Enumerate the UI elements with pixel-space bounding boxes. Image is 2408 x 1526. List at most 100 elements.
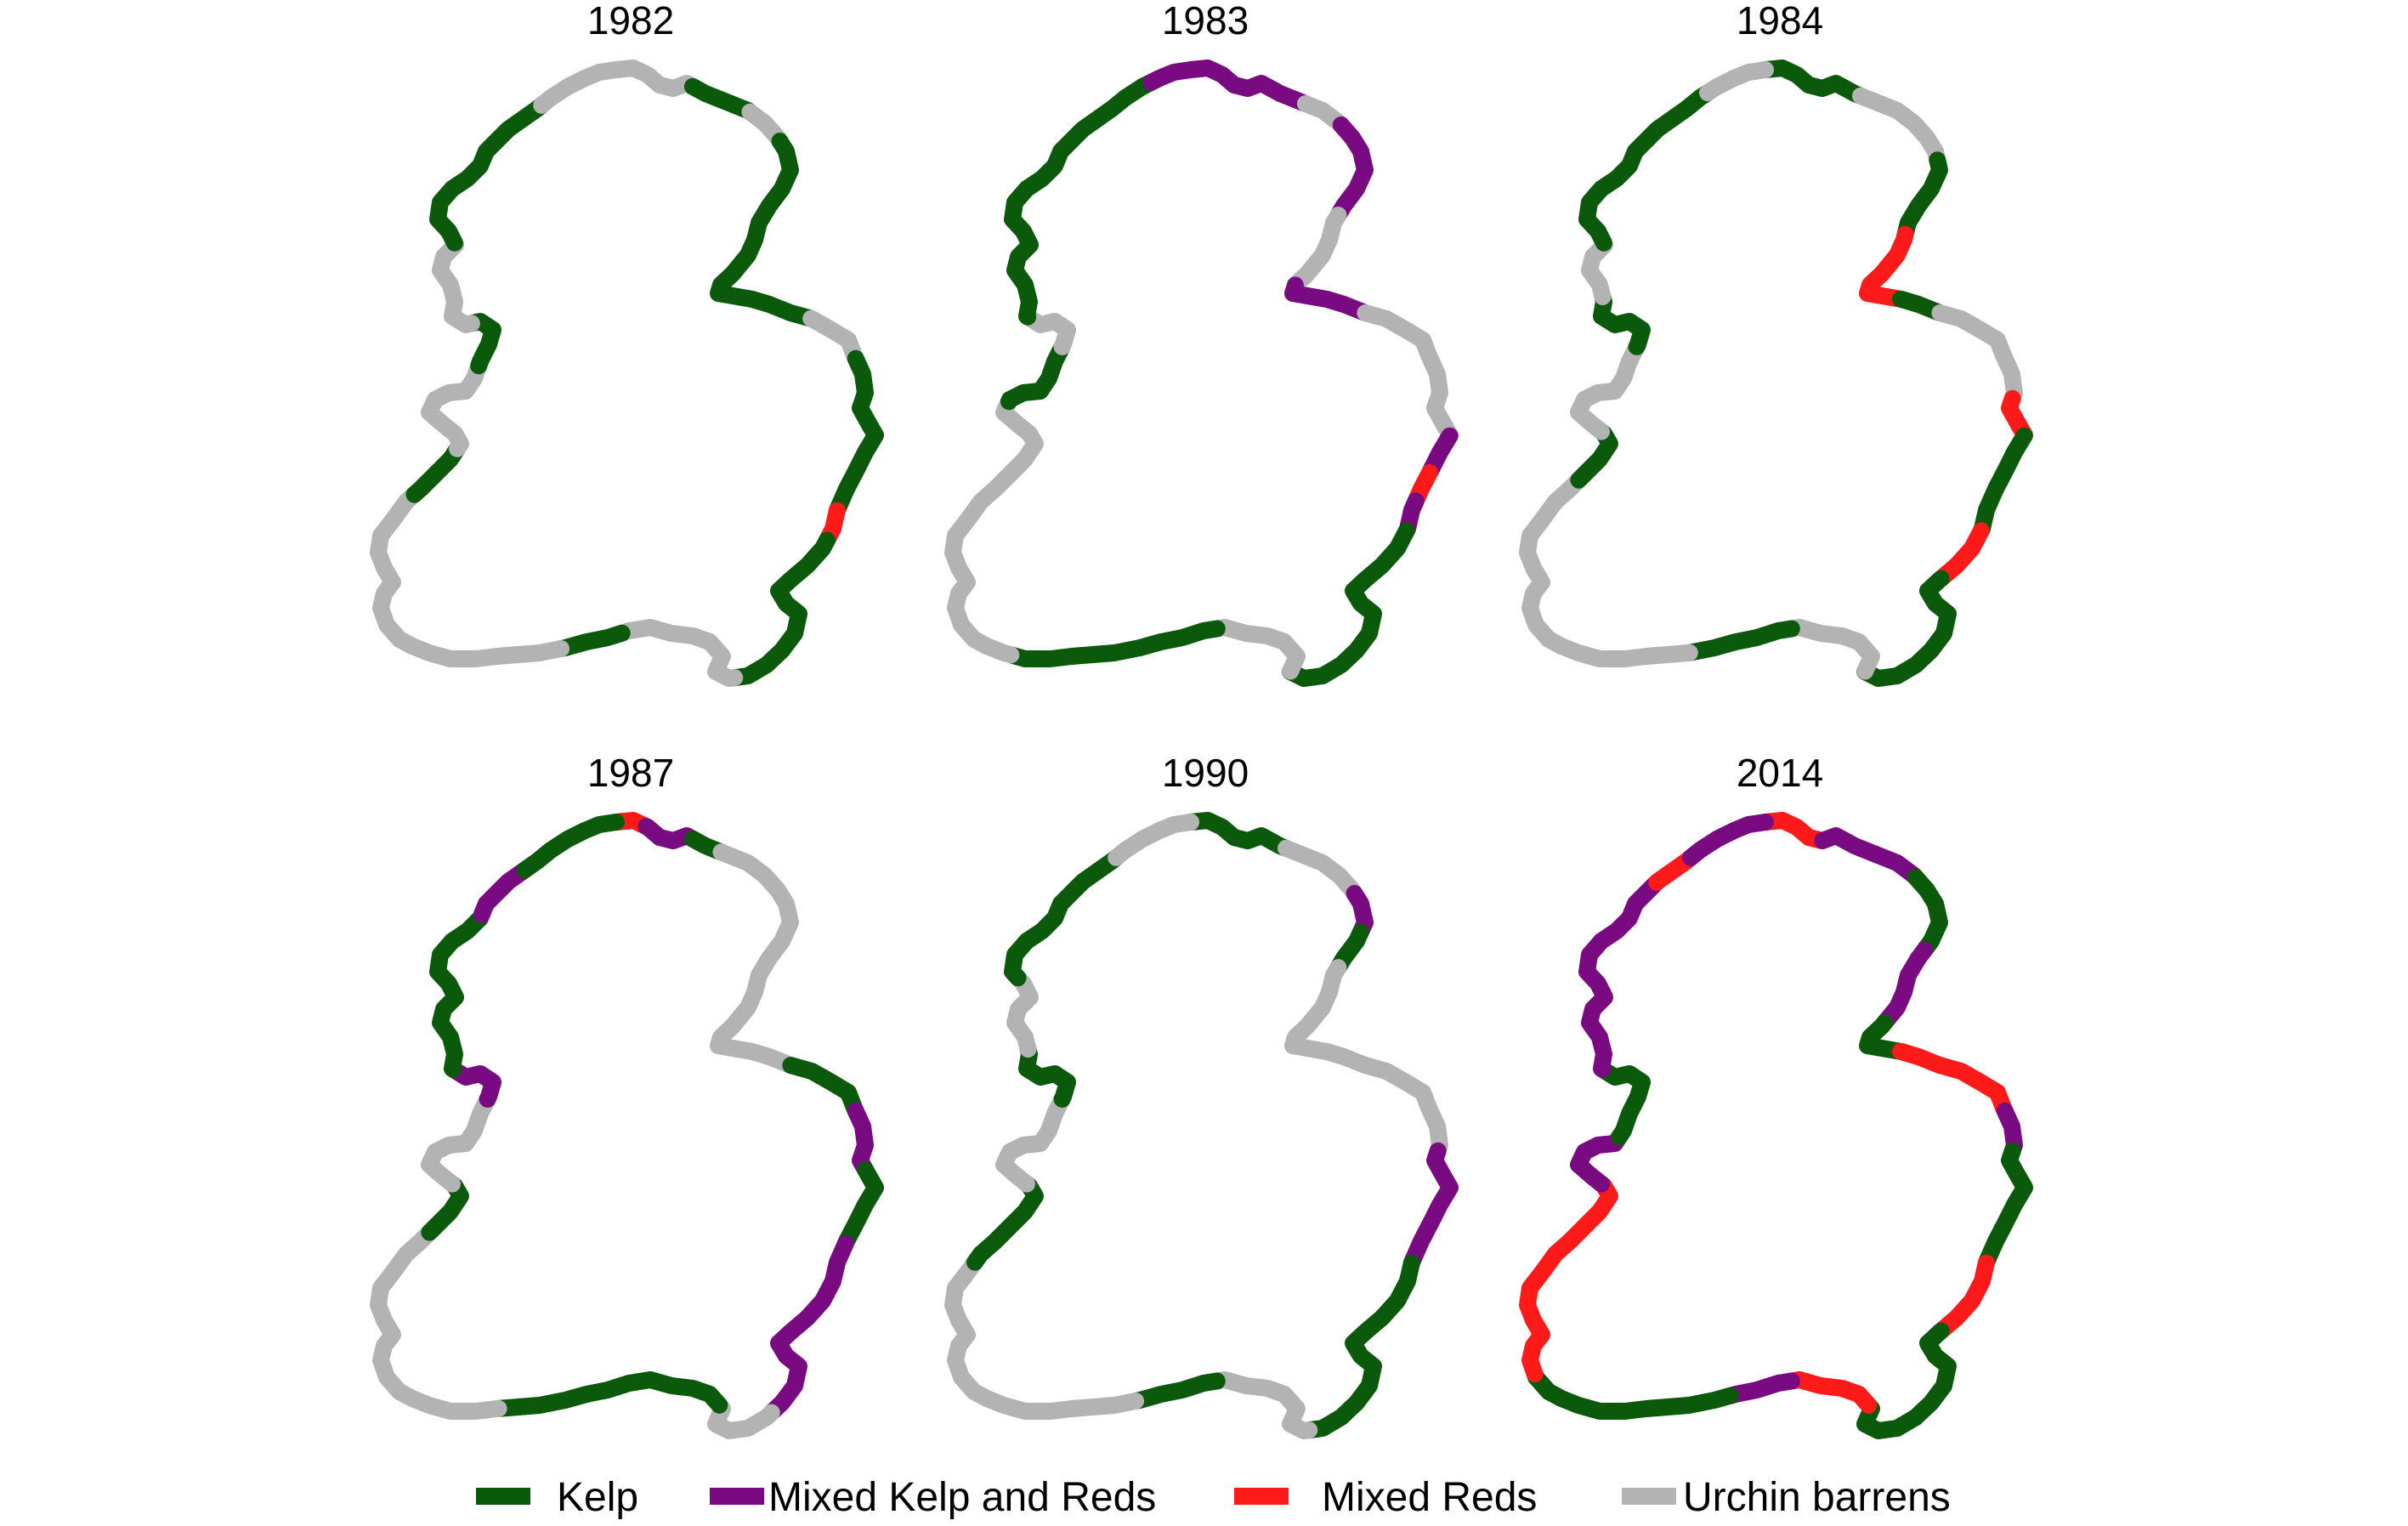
coast-segment-mixed-kelp-and-reds — [1721, 1372, 1800, 1404]
coast-segment-kelp — [1004, 848, 1125, 987]
coast-segment-mixed-kelp-and-reds — [1570, 1128, 1628, 1193]
coast-segment-kelp — [1977, 1142, 2033, 1272]
coast-segment-kelp — [1300, 1254, 1420, 1439]
coast-segment-urchin-barrens — [1782, 619, 1880, 680]
coastline-map — [944, 812, 1459, 1439]
coast-segment-kelp — [710, 133, 820, 327]
coast-segment-kelp — [966, 1175, 1044, 1271]
legend-label: Mixed Kelp and Reds — [768, 1475, 1156, 1520]
coast-segment-mixed-kelp-and-reds — [473, 861, 534, 923]
panel-2014: 2014 — [1519, 751, 2033, 1439]
panel-1982: 1982 — [370, 0, 884, 687]
coast-segment-urchin-barrens — [1852, 87, 1946, 169]
coast-segment-mixed-reds — [1782, 1371, 1878, 1414]
coast-segment-kelp — [1526, 1365, 1739, 1420]
coast-segment-kelp — [1757, 60, 1869, 105]
coast-segment-urchin-barrens — [1006, 969, 1039, 1058]
coast-segment-mixed-kelp-and-reds — [1284, 276, 1374, 322]
coast-segment-urchin-barrens — [944, 393, 1044, 664]
coast-segment-mixed-kelp-and-reds — [1814, 827, 1924, 886]
coast-segment-urchin-barrens — [370, 1223, 507, 1420]
coast-segment-kelp — [1680, 620, 1800, 661]
coast-segment-urchin-barrens — [608, 60, 701, 97]
coast-segment-mixed-reds — [1519, 1175, 1618, 1382]
coast-segment-urchin-barrens — [1284, 959, 1448, 1160]
coast-segment-mixed-kelp-and-reds — [1578, 873, 1666, 1078]
coast-segment-kelp — [828, 349, 884, 519]
coast-segment-urchin-barrens — [802, 309, 864, 367]
coast-segment-urchin-barrens — [944, 1253, 1144, 1420]
coastline-map — [370, 60, 884, 687]
panel-1984: 1984 — [1519, 0, 2033, 687]
coast-segment-kelp — [726, 531, 836, 687]
coast-segment-kelp — [1018, 1041, 1076, 1108]
coast-segment-urchin-barrens — [1286, 207, 1347, 294]
legend-item-urchin-barrens: Urchin barrens — [1622, 1475, 1951, 1520]
coast-segment-urchin-barrens — [432, 234, 480, 333]
coast-segment-kelp — [1896, 151, 1948, 243]
coast-segment-urchin-barrens — [1699, 61, 1774, 102]
panel-title: 1983 — [1162, 0, 1249, 43]
coast-segment-mixed-reds — [1891, 1042, 2014, 1120]
coast-segment-kelp — [429, 96, 551, 252]
coast-segment-kelp — [1859, 1014, 1909, 1060]
coast-segment-mixed-kelp-and-reds — [1402, 1142, 1459, 1272]
coast-segment-kelp — [1127, 1372, 1226, 1410]
panel-1987: 1987 — [370, 751, 884, 1439]
coast-segment-kelp — [1594, 1060, 1651, 1146]
coast-segment-urchin-barrens — [1357, 304, 1459, 445]
coast-segment-urchin-barrens — [1208, 619, 1306, 680]
coast-segment-mixed-kelp-and-reds — [847, 1102, 875, 1179]
coast-segment-urchin-barrens — [995, 1090, 1071, 1193]
coast-segment-mixed-kelp-and-reds — [1876, 941, 1934, 1032]
coast-segment-mixed-kelp-and-reds — [1142, 61, 1199, 91]
legend: Kelp Mixed Kelp and Reds Mixed Reds Urch… — [476, 1475, 1951, 1520]
coast-segment-mixed-reds — [1932, 1254, 1995, 1340]
panel-title: 1990 — [1162, 751, 1249, 795]
panel-title: 1987 — [587, 751, 674, 795]
coast-segment-kelp — [405, 440, 467, 503]
coast-segment-kelp — [1593, 288, 1651, 355]
coastline-map — [370, 812, 884, 1439]
panel-1983: 1983 — [944, 0, 1459, 687]
coast-segment-urchin-barrens — [710, 843, 800, 1075]
coast-segment-kelp — [1856, 1322, 1957, 1439]
coast-segment-urchin-barrens — [1519, 471, 1698, 667]
legend-label: Mixed Reds — [1322, 1475, 1537, 1520]
coast-segment-kelp — [1856, 570, 1957, 687]
coast-segment-urchin-barrens — [370, 485, 569, 667]
coast-segment-kelp — [782, 1057, 864, 1120]
coast-segment-kelp — [516, 814, 625, 879]
coast-segment-urchin-barrens — [421, 357, 488, 457]
coast-segment-mixed-kelp-and-reds — [1682, 814, 1774, 866]
coast-segment-kelp — [1000, 338, 1071, 411]
coast-segment-urchin-barrens — [1570, 338, 1646, 440]
panel-title: 2014 — [1737, 751, 1823, 795]
coast-segment-kelp — [1972, 427, 2033, 540]
legend-label: Kelp — [557, 1475, 638, 1520]
coast-segment-urchin-barrens — [1931, 304, 2023, 407]
coast-segment-kelp — [1578, 84, 1716, 252]
coast-segment-mixed-kelp-and-reds — [1182, 60, 1314, 112]
coast-segment-urchin-barrens — [613, 619, 744, 687]
coast-segment-urchin-barrens — [1278, 839, 1363, 902]
coast-segment-kelp — [1282, 522, 1415, 687]
coast-segment-kelp — [1907, 869, 1948, 959]
coast-segment-mixed-reds — [1932, 522, 1990, 587]
legend-item-kelp: Kelp — [476, 1475, 638, 1520]
coast-segment-urchin-barrens — [421, 1090, 496, 1193]
coast-segment-urchin-barrens — [1019, 308, 1076, 355]
coast-segment-urchin-barrens — [533, 61, 625, 114]
panel-title: 1984 — [1737, 0, 1823, 43]
panel-title: 1982 — [587, 0, 674, 43]
coast-segment-mixed-kelp-and-reds — [1329, 116, 1374, 224]
coastline-map — [1519, 60, 2033, 687]
coast-segment-kelp — [836, 1161, 884, 1252]
coast-segment-kelp — [552, 624, 631, 657]
coast-segment-mixed-reds — [1757, 812, 1832, 849]
coast-segment-kelp — [429, 905, 490, 1078]
legend-item-mixed-reds: Mixed Reds — [1234, 1475, 1537, 1520]
coast-segment-kelp — [1182, 812, 1295, 857]
coast-segment-mixed-reds — [1859, 225, 1914, 308]
